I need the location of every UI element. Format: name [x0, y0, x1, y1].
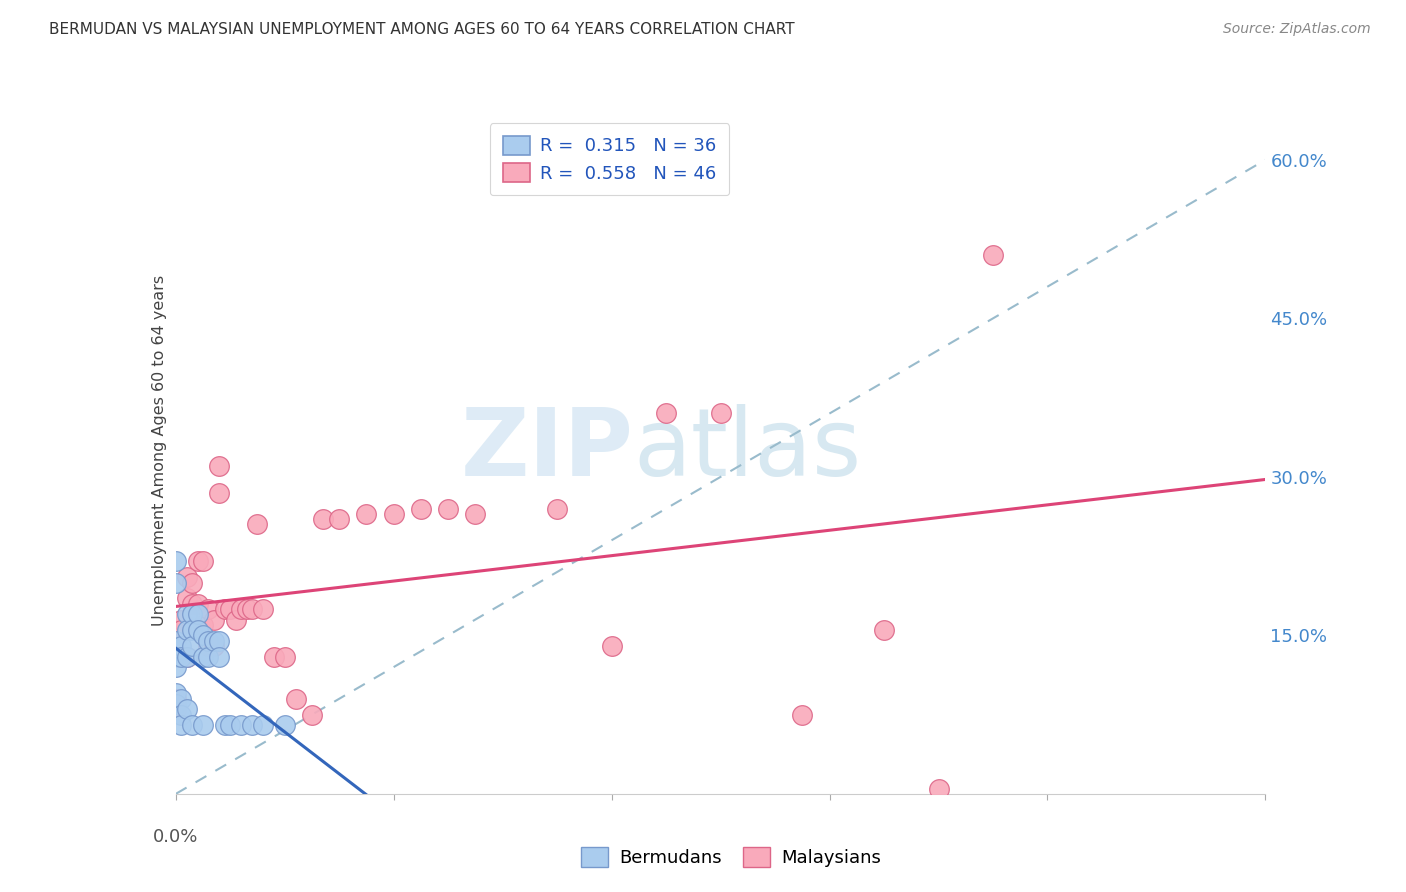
Point [165, 554, 187, 568]
Text: ZIP: ZIP [461, 404, 633, 497]
Point [165, 702, 187, 716]
Y-axis label: Unemployment Among Ages 60 to 64 years: Unemployment Among Ages 60 to 64 years [152, 275, 167, 626]
Point [181, 718, 204, 732]
Point [710, 407, 733, 421]
Text: 0.0%: 0.0% [153, 828, 198, 847]
Text: BERMUDAN VS MALAYSIAN UNEMPLOYMENT AMONG AGES 60 TO 64 YEARS CORRELATION CHART: BERMUDAN VS MALAYSIAN UNEMPLOYMENT AMONG… [49, 22, 794, 37]
Point [165, 649, 187, 664]
Point [186, 597, 209, 611]
Point [170, 718, 193, 732]
Point [546, 501, 568, 516]
Point [274, 649, 297, 664]
Legend: Bermudans, Malaysians: Bermudans, Malaysians [574, 839, 889, 874]
Point [202, 613, 225, 627]
Point [252, 718, 274, 732]
Point [176, 702, 198, 716]
Text: atlas: atlas [633, 404, 862, 497]
Point [240, 602, 263, 616]
Point [655, 407, 678, 421]
Point [240, 718, 263, 732]
Point [928, 781, 950, 796]
Point [981, 248, 1004, 262]
Point [382, 507, 405, 521]
Point [181, 639, 204, 653]
Point [231, 718, 253, 732]
Point [214, 718, 236, 732]
Point [301, 707, 323, 722]
Point [165, 575, 187, 590]
Legend: R =  0.315   N = 36, R =  0.558   N = 46: R = 0.315 N = 36, R = 0.558 N = 46 [489, 123, 730, 195]
Point [252, 602, 274, 616]
Point [208, 633, 231, 648]
Point [208, 459, 231, 474]
Point [170, 691, 193, 706]
Point [202, 639, 225, 653]
Point [176, 570, 198, 584]
Point [176, 623, 198, 637]
Point [274, 718, 297, 732]
Point [170, 707, 193, 722]
Point [231, 602, 253, 616]
Point [197, 602, 219, 616]
Point [170, 623, 193, 637]
Point [165, 660, 187, 674]
Point [600, 639, 623, 653]
Point [191, 718, 214, 732]
Point [873, 623, 896, 637]
Point [170, 613, 193, 627]
Point [191, 617, 214, 632]
Point [208, 649, 231, 664]
Point [186, 607, 209, 622]
Point [792, 707, 814, 722]
Point [191, 628, 214, 642]
Point [328, 512, 350, 526]
Point [170, 639, 193, 653]
Point [181, 575, 204, 590]
Text: Source: ZipAtlas.com: Source: ZipAtlas.com [1223, 22, 1371, 37]
Point [235, 602, 257, 616]
Point [202, 633, 225, 648]
Point [214, 602, 236, 616]
Point [176, 649, 198, 664]
Point [197, 639, 219, 653]
Point [219, 602, 242, 616]
Point [464, 507, 486, 521]
Point [165, 691, 187, 706]
Point [181, 597, 204, 611]
Point [263, 649, 285, 664]
Point [197, 633, 219, 648]
Point [225, 613, 247, 627]
Point [437, 501, 460, 516]
Point [165, 633, 187, 648]
Point [165, 686, 187, 700]
Point [191, 554, 214, 568]
Point [186, 623, 209, 637]
Point [197, 649, 219, 664]
Point [176, 591, 198, 606]
Point [165, 697, 187, 711]
Point [181, 607, 204, 622]
Point [312, 512, 335, 526]
Point [181, 623, 204, 637]
Point [284, 691, 307, 706]
Point [409, 501, 432, 516]
Point [170, 649, 193, 664]
Point [246, 517, 269, 532]
Point [191, 649, 214, 664]
Point [176, 649, 198, 664]
Point [208, 485, 231, 500]
Point [356, 507, 378, 521]
Point [186, 554, 209, 568]
Point [219, 718, 242, 732]
Point [176, 607, 198, 622]
